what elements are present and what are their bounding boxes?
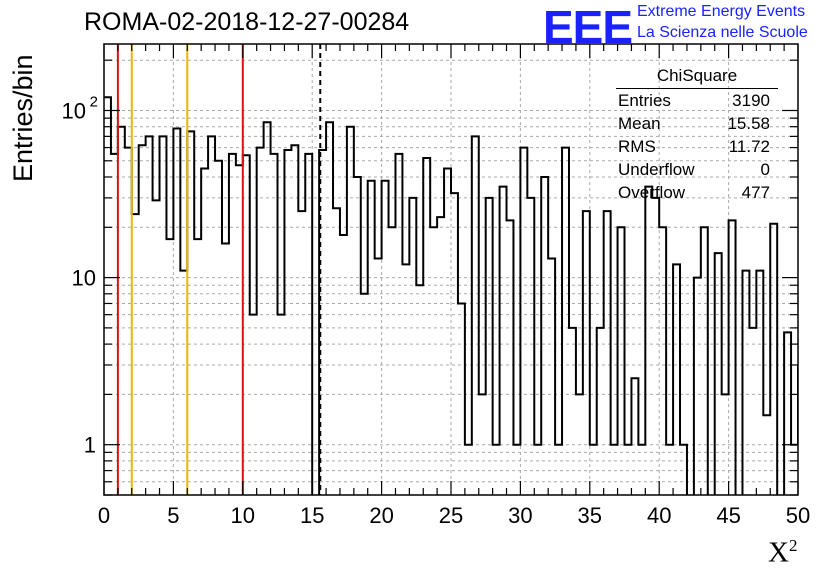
stats-row-mean: Mean 15.58 — [612, 112, 778, 135]
histogram-group — [104, 96, 798, 495]
logo-tagline-1: Extreme Energy Events — [637, 3, 806, 20]
x-tick-label: 30 — [508, 503, 532, 528]
stats-value: 3190 — [732, 91, 770, 110]
stats-value: 15.58 — [727, 114, 770, 133]
stats-row-underflow: Underflow 0 — [612, 158, 778, 181]
y-tick-label-exponent: 2 — [90, 93, 98, 110]
logo-tagline-2: La Scienza nelle Scuole — [637, 24, 808, 41]
stats-row-entries: Entries 3190 — [612, 89, 778, 112]
x-tick-label: 5 — [167, 503, 179, 528]
stats-value: 477 — [741, 183, 770, 202]
eee-logo: EEE — [543, 1, 633, 53]
histogram-line — [104, 96, 798, 495]
chart-title: ROMA-02-2018-12-27-00284 — [84, 8, 410, 36]
x-tick-label: 10 — [231, 503, 255, 528]
x-tick-label: 20 — [369, 503, 393, 528]
stats-value: 11.72 — [728, 137, 770, 156]
stats-value: 0 — [760, 160, 770, 179]
stats-label: Mean — [618, 114, 661, 133]
x-axis-label-base: X — [768, 536, 789, 569]
stats-title: ChiSquare — [616, 66, 778, 89]
x-tick-label: 45 — [716, 503, 740, 528]
stats-box: ChiSquare Entries 3190 Mean 15.58 RMS 11.72… — [612, 66, 778, 204]
y-tick-label: 1 — [84, 433, 96, 458]
y-axis-label: Entries/bin — [8, 54, 38, 182]
x-tick-label: 50 — [786, 503, 810, 528]
y-tick-label: 10 — [72, 266, 96, 291]
x-tick-label: 15 — [300, 503, 324, 528]
stats-label: Entries — [618, 91, 671, 110]
stats-label: Underflow — [618, 160, 695, 179]
stats-label: Overflow — [618, 183, 686, 202]
stats-label: RMS — [618, 137, 656, 156]
stats-row-overflow: Overflow 477 — [612, 181, 778, 204]
x-tick-label: 0 — [98, 503, 110, 528]
x-axis-label: X2 — [768, 536, 797, 570]
y-tick-label: 10 — [62, 98, 86, 123]
x-axis-label-sup: 2 — [788, 536, 798, 555]
stats-row-rms: RMS 11.72 — [612, 135, 778, 158]
x-tick-label: 40 — [647, 503, 671, 528]
x-tick-label: 25 — [439, 503, 463, 528]
x-tick-label: 35 — [578, 503, 602, 528]
